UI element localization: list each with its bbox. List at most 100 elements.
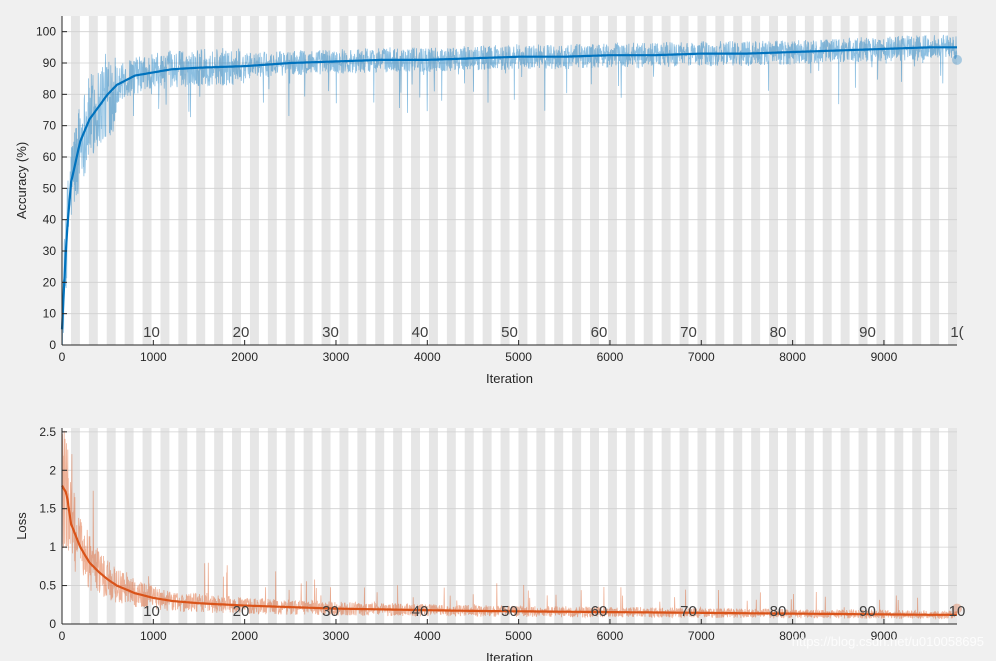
epoch-band xyxy=(339,16,349,345)
epoch-label: 30 xyxy=(322,603,339,620)
x-tick-label: 1000 xyxy=(140,350,167,364)
epoch-band xyxy=(411,428,420,624)
epoch-label: 10 xyxy=(143,324,160,341)
epoch-band xyxy=(196,428,206,624)
epoch-band xyxy=(607,16,617,345)
epoch-band xyxy=(590,16,599,345)
x-tick-label: 6000 xyxy=(597,629,624,643)
epoch-band xyxy=(536,428,546,624)
epoch-band xyxy=(804,16,814,345)
epoch-band xyxy=(518,428,528,624)
y-axis-label: Loss xyxy=(14,512,29,540)
epoch-label: 50 xyxy=(501,324,518,341)
epoch-band xyxy=(804,428,814,624)
x-tick-label: 8000 xyxy=(779,350,806,364)
epoch-band xyxy=(840,16,850,345)
epoch-band xyxy=(751,16,761,345)
y-tick-label: 60 xyxy=(43,150,57,164)
y-tick-label: 50 xyxy=(43,181,57,195)
epoch-band xyxy=(930,428,940,624)
epoch-band xyxy=(786,428,796,624)
epoch-band xyxy=(464,428,474,624)
epoch-band xyxy=(876,16,886,345)
epoch-band xyxy=(876,428,886,624)
epoch-band xyxy=(70,16,80,345)
chart-accuracy: 10 20 30 40 50 60 70 80 90 1(0 10 20 30 40 50 60 70 80 90 1… xyxy=(14,16,964,386)
epoch-label: 70 xyxy=(680,603,697,620)
y-tick-label: 10 xyxy=(43,307,57,321)
epoch-band xyxy=(446,16,456,345)
epoch-band xyxy=(160,16,170,345)
epoch-label: 40 xyxy=(412,324,429,341)
epoch-band xyxy=(930,16,940,345)
epoch-band xyxy=(554,428,564,624)
epoch-band xyxy=(679,16,689,345)
epoch-band xyxy=(733,16,743,345)
epoch-band xyxy=(894,428,904,624)
epoch-band xyxy=(285,428,295,624)
x-tick-label: 3000 xyxy=(323,629,350,643)
y-tick-label: 30 xyxy=(43,244,57,258)
y-tick-label: 0.5 xyxy=(39,579,56,593)
epoch-band xyxy=(858,428,868,624)
epoch-label: 30 xyxy=(322,324,339,341)
epoch-label: 20 xyxy=(233,324,250,341)
epoch-band xyxy=(70,428,80,624)
x-tick-label: 8000 xyxy=(779,629,806,643)
epoch-band xyxy=(500,16,510,345)
x-tick-label: 6000 xyxy=(597,350,624,364)
epoch-band xyxy=(786,16,796,345)
epoch-bands xyxy=(70,428,957,624)
epoch-band xyxy=(428,16,438,345)
epoch-band xyxy=(536,16,546,345)
raw-series-line xyxy=(61,34,958,346)
y-tick-label: 0 xyxy=(49,338,56,352)
epoch-band xyxy=(232,16,241,345)
x-axis-label: Iteration xyxy=(486,371,533,386)
epoch-band xyxy=(715,428,725,624)
epoch-band xyxy=(643,428,653,624)
epoch-band xyxy=(321,428,331,624)
epoch-band xyxy=(285,16,295,345)
epoch-band xyxy=(840,428,850,624)
epoch-band xyxy=(142,16,152,345)
epoch-band xyxy=(661,16,671,345)
epoch-label: 70 xyxy=(680,324,697,341)
epoch-band xyxy=(912,16,922,345)
epoch-band xyxy=(357,16,367,345)
epoch-band xyxy=(88,16,98,345)
epoch-band xyxy=(482,428,492,624)
epoch-band xyxy=(88,428,98,624)
epoch-band xyxy=(912,428,922,624)
epoch-label: 60 xyxy=(591,324,608,341)
y-tick-label: 2.5 xyxy=(39,425,56,439)
y-tick-label: 100 xyxy=(36,25,56,39)
y-tick-label: 0 xyxy=(49,617,56,631)
epoch-label: 80 xyxy=(770,324,787,341)
epoch-band xyxy=(822,16,832,345)
epoch-band xyxy=(178,16,188,345)
epoch-band xyxy=(339,428,349,624)
epoch-band xyxy=(679,428,689,624)
epoch-band xyxy=(303,428,313,624)
epoch-label: 1( xyxy=(950,324,963,341)
epoch-band xyxy=(375,428,385,624)
x-tick-label: 1000 xyxy=(140,629,167,643)
epoch-band xyxy=(697,16,707,345)
epoch-band xyxy=(106,428,116,624)
y-tick-label: 1 xyxy=(49,540,56,554)
epoch-label: 90 xyxy=(859,603,876,620)
epoch-band xyxy=(607,428,617,624)
x-tick-label: 7000 xyxy=(688,350,715,364)
epoch-band xyxy=(769,428,778,624)
epoch-band xyxy=(178,428,188,624)
epoch-band xyxy=(643,16,653,345)
epoch-band xyxy=(661,428,671,624)
epoch-band xyxy=(214,428,224,624)
epoch-band xyxy=(625,428,635,624)
epoch-band xyxy=(124,16,134,345)
epoch-band xyxy=(948,428,957,624)
epoch-band xyxy=(124,428,134,624)
x-tick-label: 4000 xyxy=(414,629,441,643)
